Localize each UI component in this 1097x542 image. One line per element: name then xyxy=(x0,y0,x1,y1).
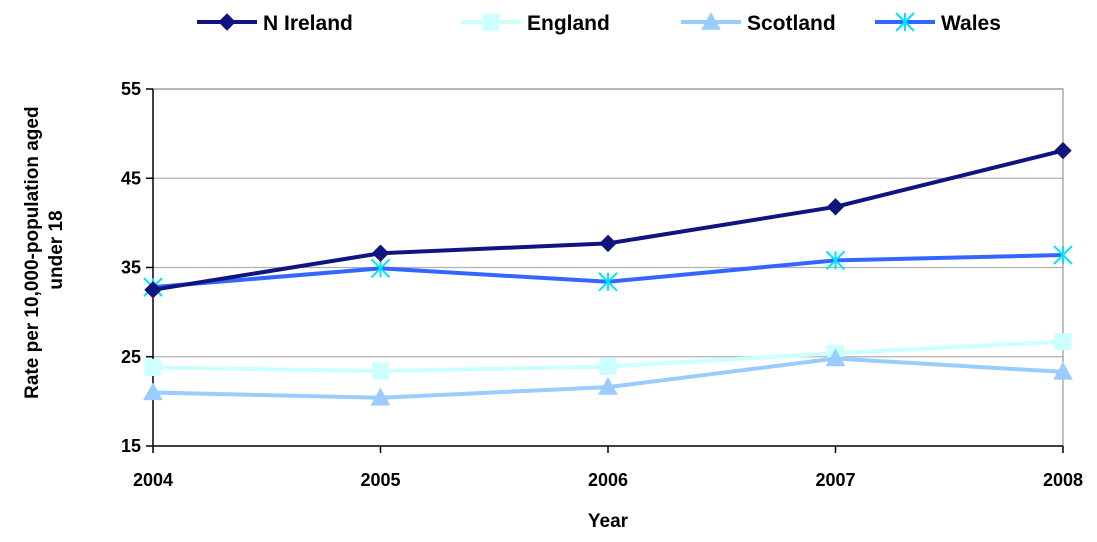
y-axis-title-line-2: under 18 xyxy=(46,210,67,289)
x-tick-label-2004: 2004 xyxy=(133,470,173,490)
data-point-wales-2005 xyxy=(370,258,391,279)
series-layer xyxy=(143,141,1073,406)
legend-item-scotland: Scotland xyxy=(681,11,836,35)
y-tick-label-25: 25 xyxy=(121,347,141,367)
series-n-ireland xyxy=(144,141,1072,299)
y-tick-label-15: 15 xyxy=(121,436,141,456)
x-tick-label-2005: 2005 xyxy=(360,470,400,490)
data-point-n-ireland-2007 xyxy=(826,198,845,216)
legend-label-scotland: Scotland xyxy=(747,12,836,35)
legend-item-england: England xyxy=(461,12,610,35)
y-axis-title: Rate per 10,000-population aged under 18 xyxy=(22,101,67,399)
y-tick-label-35: 35 xyxy=(121,258,141,278)
y-tick-labels: 15 25 35 45 55 xyxy=(121,79,141,456)
legend-label-n-ireland: N Ireland xyxy=(263,12,353,35)
legend-label-england: England xyxy=(527,12,610,35)
legend-item-n-ireland: N Ireland xyxy=(197,12,353,35)
data-point-n-ireland-2004 xyxy=(144,281,162,299)
gridlines xyxy=(153,88,1063,358)
legend-marker-n-ireland xyxy=(218,13,236,31)
legend-marker-wales xyxy=(895,12,915,32)
data-point-england-2005 xyxy=(372,362,389,380)
series-line-n-ireland xyxy=(152,148,1064,292)
data-point-england-2006 xyxy=(599,358,617,376)
series-scotland xyxy=(143,348,1073,406)
data-point-scotland-2005 xyxy=(370,387,391,406)
data-point-wales-2008 xyxy=(1053,245,1073,265)
data-point-wales-2007 xyxy=(825,250,846,271)
y-tick-label-45: 45 xyxy=(121,168,141,188)
x-tick-label-2007: 2007 xyxy=(815,470,855,490)
data-point-scotland-2007 xyxy=(825,348,846,367)
y-tick-label-55: 55 xyxy=(121,79,141,99)
data-point-scotland-2004 xyxy=(143,382,163,401)
data-point-wales-2006 xyxy=(598,272,618,292)
legend: N Ireland England Scotland Wales xyxy=(197,11,1001,35)
series-wales xyxy=(143,245,1073,297)
data-point-england-2004 xyxy=(144,358,162,376)
x-tick-labels: 2004 2005 2006 2007 2008 xyxy=(133,470,1083,490)
legend-marker-scotland xyxy=(701,11,721,30)
data-point-scotland-2008 xyxy=(1053,361,1073,380)
legend-item-wales: Wales xyxy=(875,12,1001,35)
x-axis-title: Year xyxy=(588,511,629,532)
data-point-scotland-2006 xyxy=(598,377,618,395)
data-point-n-ireland-2008 xyxy=(1054,141,1072,160)
data-point-england-2008 xyxy=(1054,333,1072,351)
axes xyxy=(146,88,1064,453)
y-axis-title-line-1: Rate per 10,000-population aged xyxy=(22,106,43,398)
x-tick-label-2006: 2006 xyxy=(588,470,628,490)
data-point-n-ireland-2006 xyxy=(599,234,617,253)
legend-marker-england xyxy=(482,13,500,31)
data-point-n-ireland-2005 xyxy=(371,244,390,262)
legend-label-wales: Wales xyxy=(941,12,1001,35)
x-tick-label-2008: 2008 xyxy=(1043,470,1083,490)
